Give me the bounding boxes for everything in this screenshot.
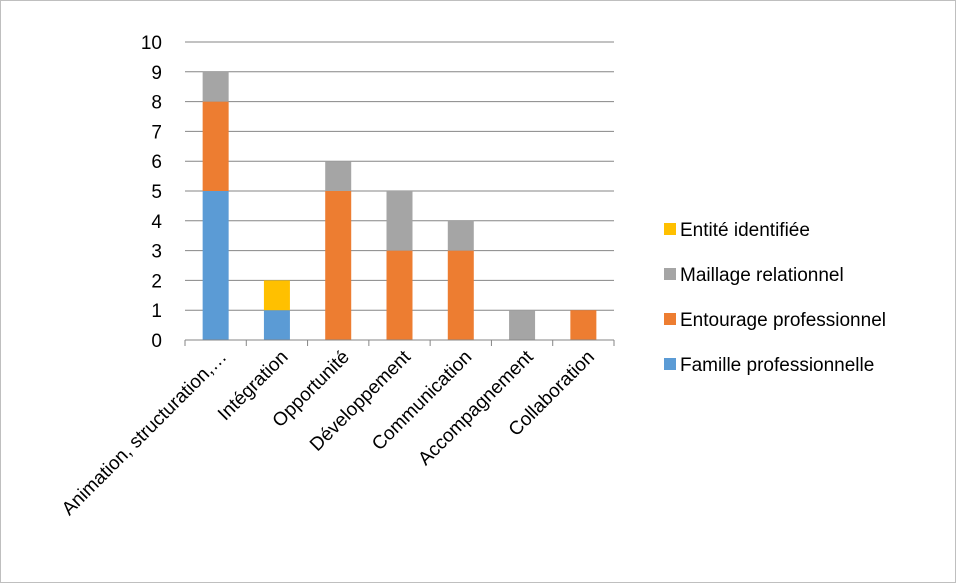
bar-segment: [202, 71, 229, 102]
legend-swatch: [664, 268, 676, 280]
gridlines: [185, 41, 614, 311]
legend-swatch: [664, 223, 676, 235]
y-tick-label: 5: [151, 182, 162, 203]
legend-swatch: [664, 358, 676, 370]
y-tick-label: 1: [151, 301, 162, 322]
y-tick-label: 7: [151, 122, 162, 143]
y-tick-label: 4: [151, 212, 162, 233]
y-tick-label: 6: [151, 152, 162, 173]
bar-segment: [202, 101, 229, 191]
bar-segment: [447, 220, 474, 251]
bar-segment: [386, 250, 413, 340]
y-axis-ticks: 0 1 2 3 4 5 6 7 8 9 10: [141, 33, 163, 352]
legend-label: Entourage professionnel: [680, 310, 886, 331]
x-axis-ticks: [184, 340, 615, 346]
y-tick-label: 0: [151, 331, 162, 352]
bar-segment: [509, 310, 536, 340]
y-tick-label: 2: [151, 271, 162, 292]
bar-segment: [202, 191, 229, 340]
category-label: Accompagnement: [414, 346, 538, 470]
y-tick-label: 9: [151, 63, 162, 84]
bar-segment: [447, 250, 474, 340]
legend-label: Maillage relationnel: [680, 265, 844, 286]
bar-segment: [263, 280, 290, 311]
bar-segment: [386, 191, 413, 251]
y-tick-label: 8: [151, 93, 162, 114]
bar-segment: [263, 310, 290, 340]
legend-label: Famille professionnelle: [680, 355, 874, 376]
category-label: Animation, structuration,…: [58, 347, 231, 520]
y-tick-label: 3: [151, 242, 162, 263]
bar-segment: [325, 191, 352, 340]
bar-segment: [325, 161, 352, 191]
legend: Entité identifiée Maillage relationnel Ent…: [664, 220, 886, 376]
legend-label: Entité identifiée: [680, 220, 810, 241]
y-tick-label: 10: [141, 33, 162, 54]
legend-swatch: [664, 313, 676, 325]
category-labels: Animation, structuration,…IntégrationOpp…: [58, 346, 599, 520]
bars: [202, 71, 597, 340]
bar-segment: [570, 310, 597, 340]
